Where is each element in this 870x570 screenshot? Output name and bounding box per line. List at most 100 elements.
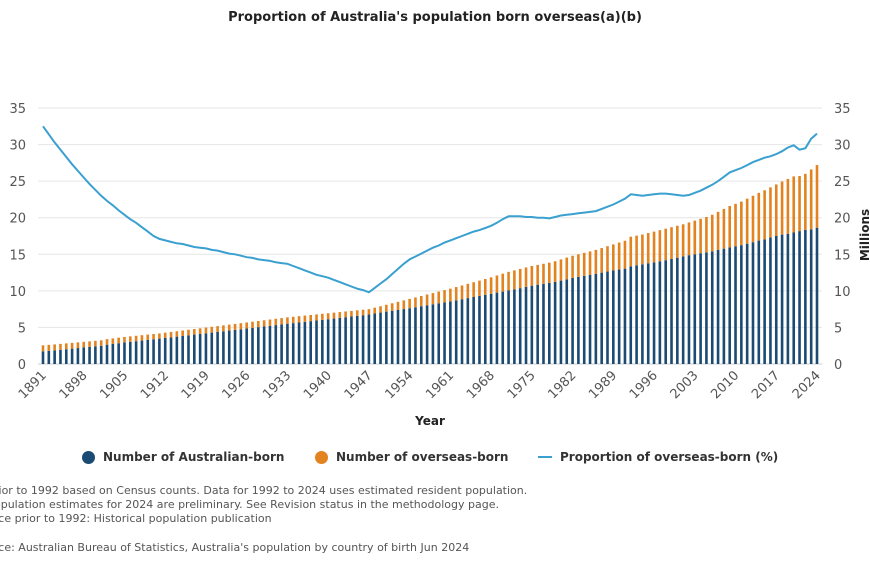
legend-item-australian-born[interactable]: Number of Australian-born: [82, 450, 284, 464]
right-tick-label: 15: [834, 248, 851, 263]
bar-overseas-born: [582, 252, 586, 276]
bar-overseas-born: [449, 288, 452, 302]
bar-australian-born: [41, 351, 45, 364]
bar-overseas-born: [332, 312, 336, 319]
bar-australian-born: [47, 350, 51, 364]
right-tick-label: 20: [834, 212, 851, 227]
bar-overseas-born: [227, 324, 231, 331]
bar-australian-born: [268, 325, 272, 364]
bar-overseas-born: [507, 271, 510, 291]
left-tick-label: 5: [18, 321, 26, 336]
australian-born-swatch-icon: [82, 450, 95, 464]
bar-australian-born: [786, 233, 790, 364]
bars: [41, 165, 819, 364]
bar-australian-born: [222, 331, 225, 364]
bar-australian-born: [454, 300, 458, 364]
x-tick-label: 1933: [260, 368, 294, 402]
bar-australian-born: [297, 322, 301, 364]
bar-australian-born: [187, 335, 190, 364]
bar-australian-born: [117, 343, 120, 364]
bar-overseas-born: [315, 314, 318, 321]
x-axis-ticks: 1891 1898 1905 1912 1919 1926 1933 1940 1947 1954…: [16, 368, 824, 402]
x-tick-label: 1926: [220, 368, 254, 402]
bar-australian-born: [530, 285, 534, 364]
bar-overseas-born: [303, 315, 307, 322]
bar-australian-born: [542, 283, 545, 364]
bar-australian-born: [612, 270, 615, 364]
bar-overseas-born: [257, 320, 260, 328]
bar-australian-born: [710, 251, 714, 364]
bar-overseas-born: [105, 339, 109, 345]
bar-overseas-born: [134, 335, 138, 342]
bar-australian-born: [815, 227, 819, 364]
x-tick-label: 2024: [790, 368, 824, 402]
bar-australian-born: [350, 316, 353, 364]
legend-item-overseas-born[interactable]: Number of overseas-born: [315, 450, 508, 464]
bar-australian-born: [338, 317, 342, 364]
bar-australian-born: [274, 325, 278, 364]
bar-overseas-born: [472, 282, 475, 298]
bar-australian-born: [495, 292, 499, 364]
bar-overseas-born: [676, 225, 679, 258]
bar-overseas-born: [111, 338, 115, 344]
bar-overseas-born: [268, 319, 272, 326]
bar-australian-born: [501, 291, 505, 364]
bar-overseas-born: [152, 334, 155, 340]
legend-item-proportion[interactable]: Proportion of overseas-born (%): [538, 450, 778, 464]
bar-australian-born: [617, 269, 621, 364]
bar-australian-born: [699, 253, 702, 364]
bar-australian-born: [239, 329, 243, 364]
bar-overseas-born: [286, 317, 289, 324]
x-tick-label: 1919: [179, 368, 213, 402]
bar-overseas-born: [786, 178, 790, 234]
bar-overseas-born: [612, 244, 615, 271]
bar-australian-born: [227, 330, 231, 364]
bar-australian-born: [291, 323, 295, 364]
right-tick-label: 0: [834, 358, 842, 373]
bar-overseas-born: [774, 184, 778, 236]
bar-overseas-born: [419, 295, 423, 307]
bar-overseas-born: [408, 298, 411, 309]
bar-overseas-born: [187, 329, 190, 336]
bar-overseas-born: [483, 279, 487, 295]
bar-overseas-born: [280, 318, 283, 325]
bar-overseas-born: [396, 301, 400, 310]
bar-australian-born: [594, 273, 598, 364]
bar-australian-born: [774, 236, 778, 364]
bar-australian-born: [524, 286, 528, 364]
bar-overseas-born: [658, 230, 662, 262]
bar-australian-born: [536, 284, 539, 364]
proportion-line-swatch-icon: [538, 456, 552, 458]
bar-overseas-born: [82, 341, 86, 348]
left-tick-label: 15: [9, 248, 26, 263]
bar-australian-born: [431, 304, 435, 364]
bar-overseas-born: [297, 316, 301, 323]
bar-australian-born: [740, 245, 743, 364]
bar-overseas-born: [641, 234, 644, 265]
bar-australian-born: [315, 320, 318, 364]
legend-label: Proportion of overseas-born (%): [560, 450, 779, 464]
bar-overseas-born: [169, 331, 173, 338]
x-tick-label: 1905: [97, 368, 131, 402]
proportion-line: [42, 125, 818, 294]
bar-overseas-born: [123, 336, 126, 343]
bar-overseas-born: [745, 198, 749, 244]
bar-australian-born: [693, 254, 697, 364]
bar-australian-born: [193, 334, 196, 364]
bar-overseas-born: [175, 331, 179, 337]
bar-overseas-born: [559, 259, 563, 281]
bar-overseas-born: [222, 325, 225, 332]
bar-overseas-born: [239, 323, 243, 330]
bar-overseas-born: [443, 290, 446, 303]
bar-australian-born: [163, 337, 167, 364]
bar-australian-born: [425, 305, 429, 364]
bar-overseas-born: [536, 264, 539, 285]
bar-australian-born: [245, 328, 248, 364]
bar-australian-born: [390, 310, 394, 364]
bar-australian-born: [483, 294, 487, 364]
bar-overseas-born: [716, 211, 720, 250]
bar-overseas-born: [309, 314, 312, 322]
bar-australian-born: [408, 308, 411, 364]
bar-overseas-born: [571, 255, 574, 278]
